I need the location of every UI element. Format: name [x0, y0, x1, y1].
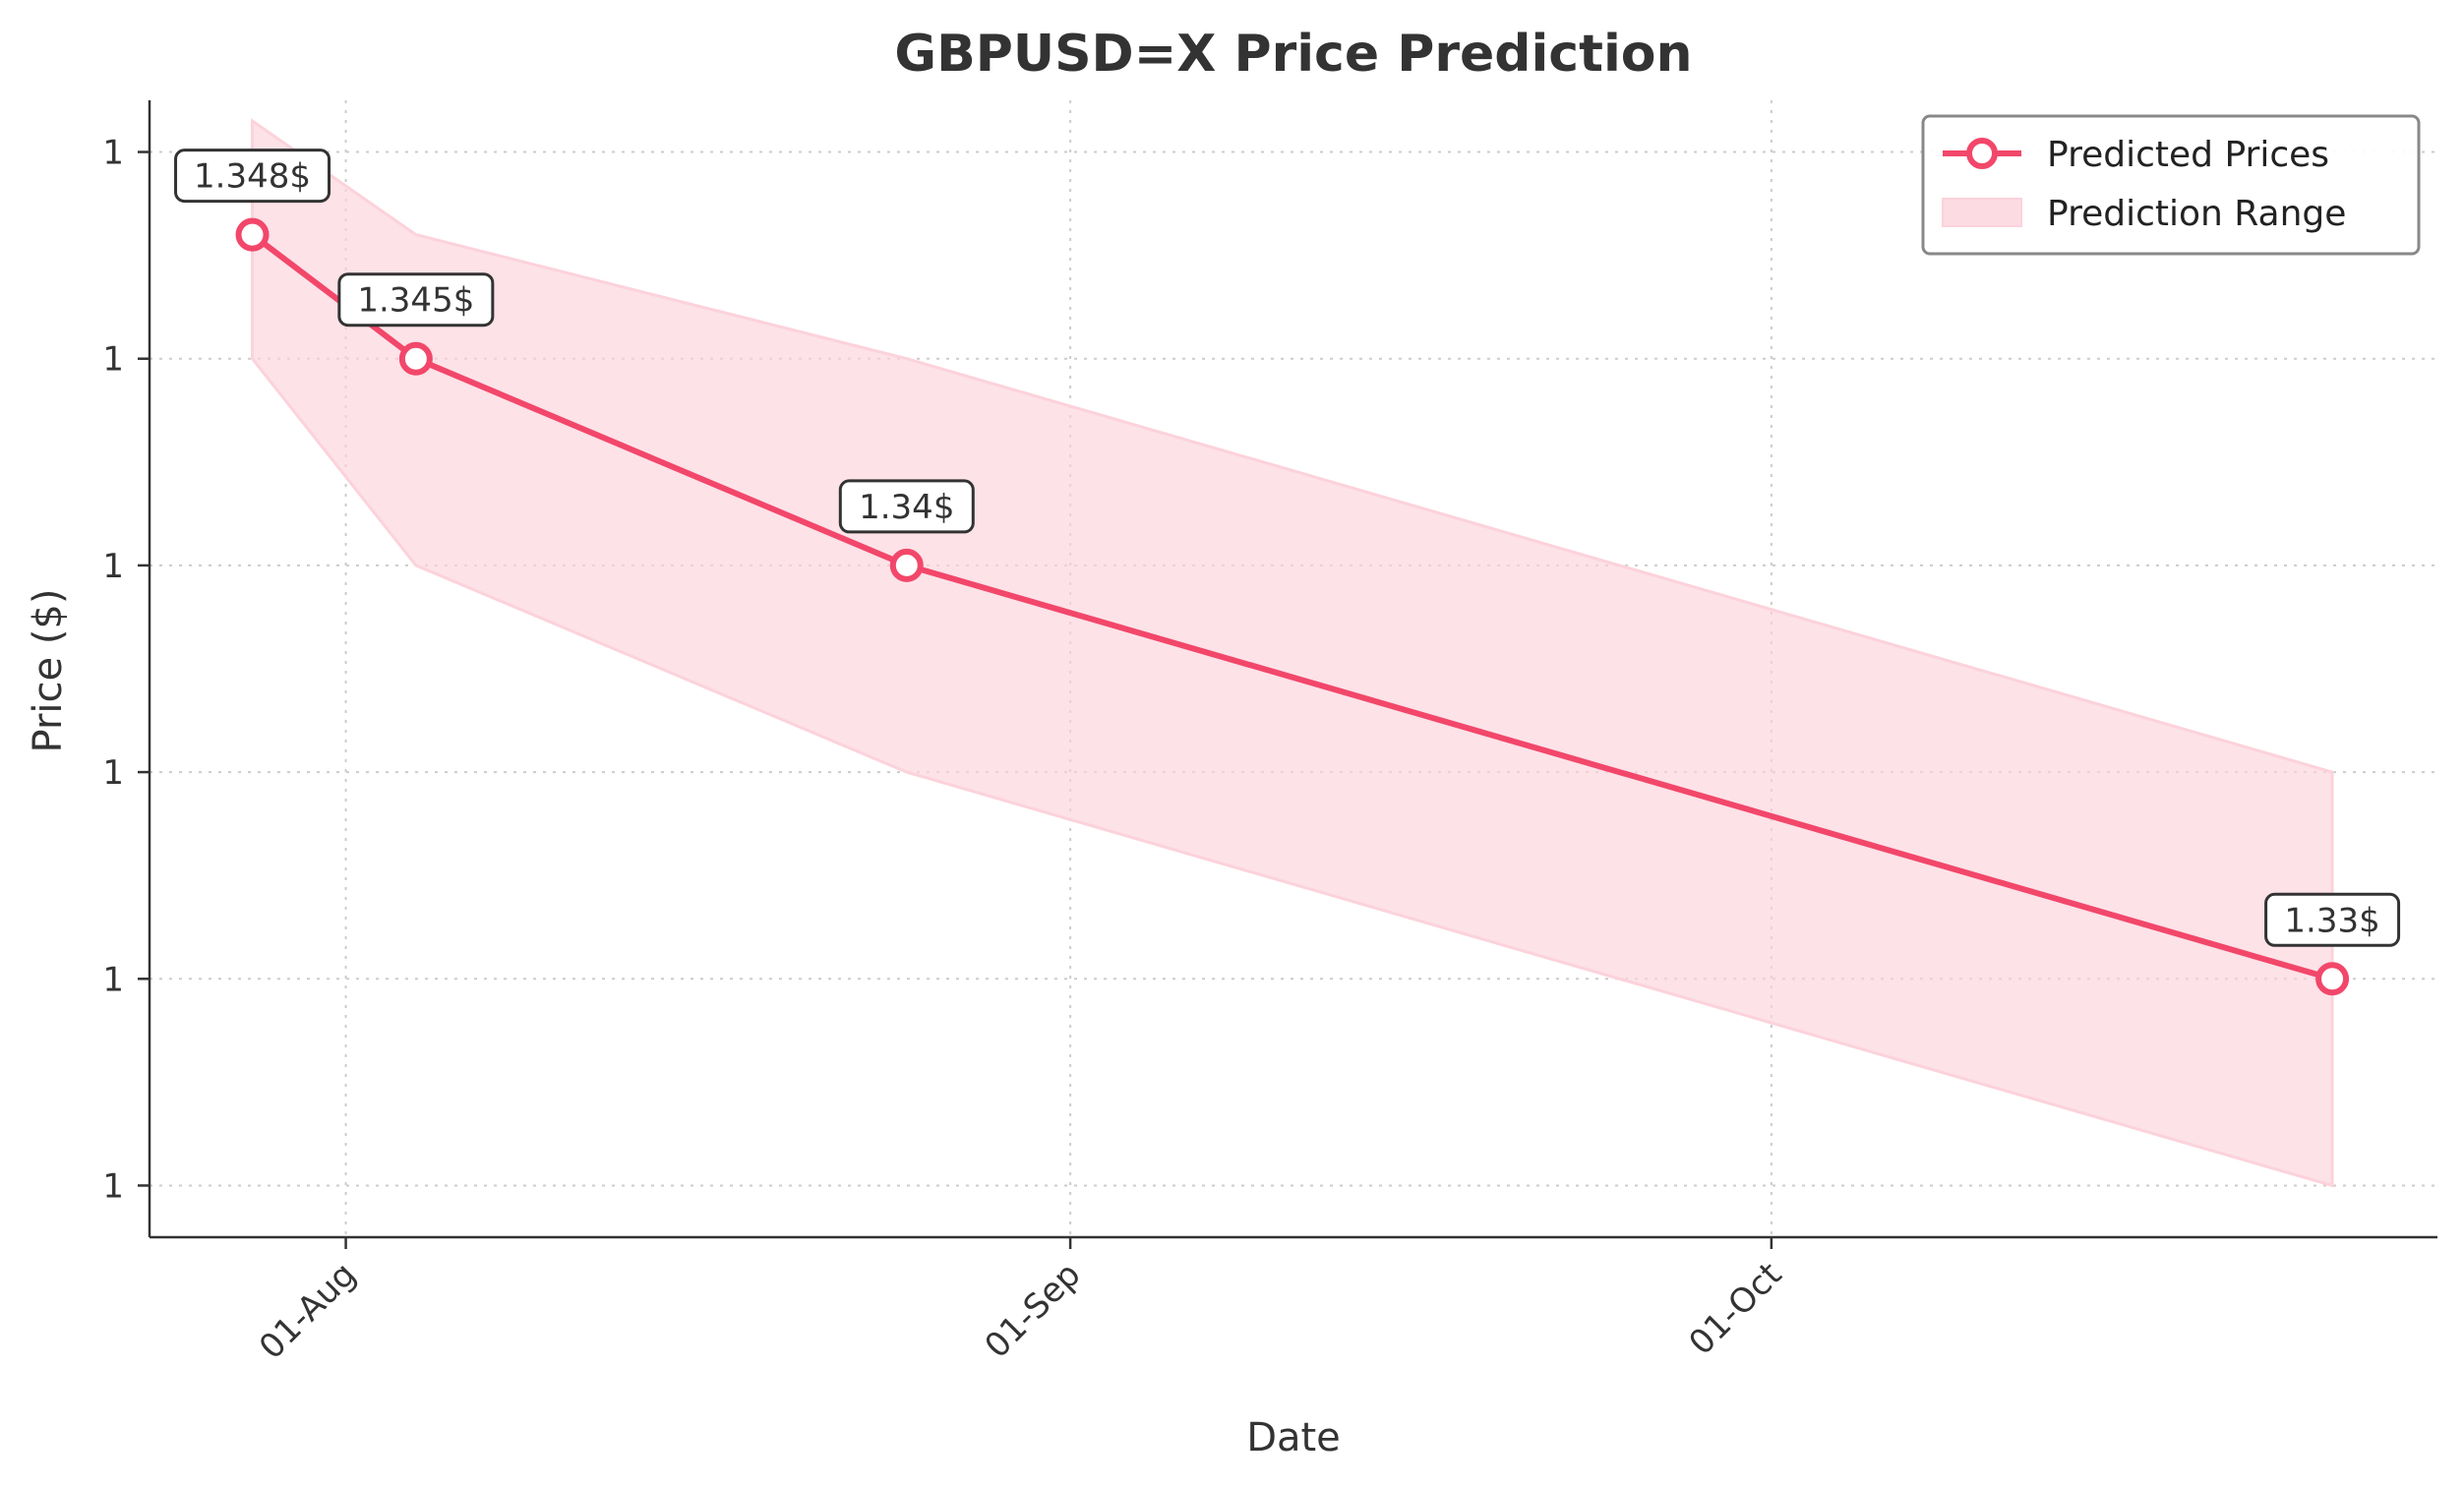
data-label: 1.34$ — [859, 488, 954, 527]
y-tick-label: 1 — [102, 134, 124, 173]
y-tick-label: 1 — [102, 1166, 124, 1206]
y-tick-label: 1 — [102, 547, 124, 586]
legend-range-swatch — [1942, 198, 2022, 227]
x-tick-label: 01-Aug — [252, 1255, 364, 1367]
data-point — [2315, 962, 2350, 996]
legend-frame — [1921, 114, 2421, 256]
data-label: 1.33$ — [2284, 901, 2379, 940]
data-labels: 1.348$ 1.345$ 1.34$ 1.33$ — [174, 149, 2401, 947]
predicted-prices-series — [235, 217, 2350, 996]
data-label-box — [2264, 892, 2401, 947]
x-tick-label: 01-Oct — [1681, 1255, 1789, 1363]
data-label-box — [838, 479, 975, 534]
legend-label-predicted: Predicted Prices — [2047, 135, 2329, 175]
axes — [148, 100, 2437, 1239]
x-tick-label: 01-Sep — [978, 1255, 1089, 1366]
y-tick-label: 1 — [102, 340, 124, 380]
chart-title: GBPUSD=X Price Prediction — [894, 25, 1692, 84]
y-tick-label: 1 — [102, 960, 124, 999]
data-point — [889, 548, 924, 582]
y-axis-label: Price ($) — [26, 589, 71, 753]
data-point — [235, 217, 270, 252]
prediction-range-band — [251, 118, 2334, 1188]
data-label: 1.348$ — [194, 157, 311, 197]
x-axis-label: Date — [1246, 1415, 1341, 1460]
data-point — [398, 341, 433, 376]
data-label: 1.345$ — [357, 281, 474, 321]
y-tick-label: 1 — [102, 753, 124, 793]
prediction-range-area — [251, 118, 2334, 1188]
legend-marker-swatch — [1966, 138, 1998, 169]
legend-label-range: Prediction Range — [2047, 194, 2346, 234]
legend: Predicted Prices Prediction Range — [1921, 114, 2421, 256]
data-label-box — [174, 149, 331, 204]
predicted-prices-line — [249, 231, 2336, 982]
data-label-box — [337, 272, 495, 327]
